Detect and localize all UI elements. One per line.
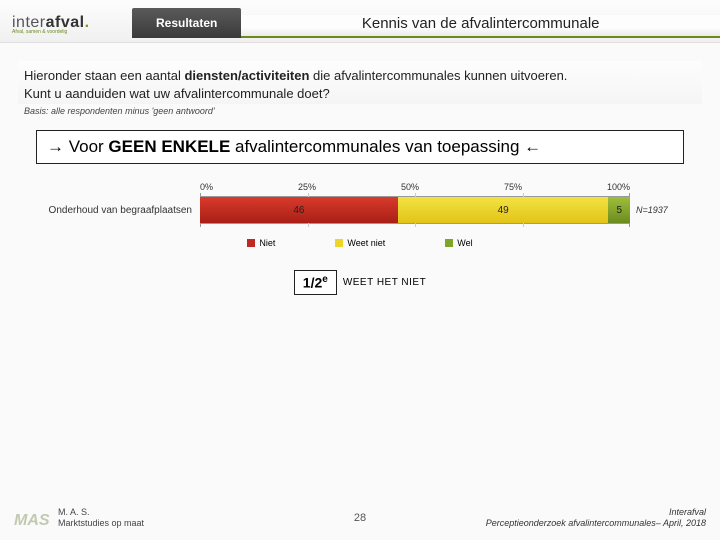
segment-value: 5 <box>616 205 622 216</box>
segment-wel: 5 <box>608 197 630 223</box>
legend-item-niet: Niet <box>247 238 275 248</box>
legend-label: Weet niet <box>347 238 385 248</box>
mas-logo: MAS <box>14 512 58 530</box>
footer-right: Interafval Perceptieonderzoek afvalinter… <box>486 507 706 530</box>
callout-post: afvalintercommunales van toepassing <box>230 137 524 156</box>
segment-value: 49 <box>498 205 509 216</box>
swatch-icon <box>445 239 453 247</box>
basis-note: Basis: alle respondenten minus 'geen ant… <box>18 106 702 120</box>
arrow-left-icon: ← <box>524 137 541 156</box>
mas-text: M. A. S. Marktstudies op maat <box>58 507 144 530</box>
callout: → Voor GEEN ENKELE afvalintercommunales … <box>36 130 684 164</box>
bar-label: Onderhoud van begraafplaatsen <box>40 205 200 216</box>
tab-resultaten[interactable]: Resultaten <box>132 8 241 38</box>
callout-bold: GEEN ENKELE <box>108 137 230 156</box>
legend-item-weetniet: Weet niet <box>335 238 385 248</box>
fraction-sup: e <box>322 274 328 285</box>
swatch-icon <box>247 239 255 247</box>
tick-75: 75% <box>504 182 522 192</box>
intro-bold: diensten/activiteiten <box>184 68 309 83</box>
legend-item-wel: Wel <box>445 238 472 248</box>
arrow-right-icon: → <box>47 137 64 156</box>
n-label: N=1937 <box>636 205 668 215</box>
half-text: WEET HET NIET <box>343 277 426 288</box>
brand-logo: interafval. Afval, samen & voordelig <box>12 14 132 32</box>
logo-tagline: Afval, samen & voordelig <box>12 29 67 35</box>
intro-line2: Kunt u aanduiden wat uw afvalintercommun… <box>24 86 330 101</box>
page-number: 28 <box>354 512 366 524</box>
mas-line2: Marktstudies op maat <box>58 518 144 530</box>
callout-pre: Voor <box>64 137 108 156</box>
segment-weetniet: 49 <box>398 197 609 223</box>
tick-50: 50% <box>401 182 419 192</box>
half-fraction: 1/2e <box>294 270 337 295</box>
intro-post: die afvalintercommunales kunnen uitvoere… <box>309 68 567 83</box>
tab-bar: Resultaten Kennis van de afvalintercommu… <box>132 8 720 38</box>
bar-chart: 0% 25% 50% 75% 100% Onderhoud van begraa… <box>40 182 680 295</box>
segment-niet: 46 <box>200 197 398 223</box>
header: interafval. Afval, samen & voordelig Res… <box>0 0 720 43</box>
tick-0: 0% <box>200 182 213 192</box>
legend-label: Wel <box>457 238 472 248</box>
swatch-icon <box>335 239 343 247</box>
page-title: Kennis van de afvalintercommunale <box>241 15 720 38</box>
mas-line1: M. A. S. <box>58 507 144 519</box>
legend: Niet Weet niet Wel <box>40 238 680 248</box>
bar-row: Onderhoud van begraafplaatsen 46 49 5 N=… <box>40 196 680 224</box>
legend-label: Niet <box>259 238 275 248</box>
segment-value: 46 <box>293 205 304 216</box>
bar-container: 46 49 5 <box>200 196 630 224</box>
intro-text: Hieronder staan een aantal diensten/acti… <box>18 61 702 104</box>
footer-right-2: Perceptieonderzoek afvalintercommunales–… <box>486 518 706 530</box>
tick-25: 25% <box>298 182 316 192</box>
half-callout: 1/2e WEET HET NIET <box>40 270 680 295</box>
footer-right-1: Interafval <box>486 507 706 519</box>
logo-dot: . <box>85 14 90 31</box>
tick-100: 100% <box>607 182 630 192</box>
fraction-text: 1/2 <box>303 275 322 291</box>
x-axis: 0% 25% 50% 75% 100% <box>200 182 630 192</box>
intro-pre: Hieronder staan een aantal <box>24 68 184 83</box>
